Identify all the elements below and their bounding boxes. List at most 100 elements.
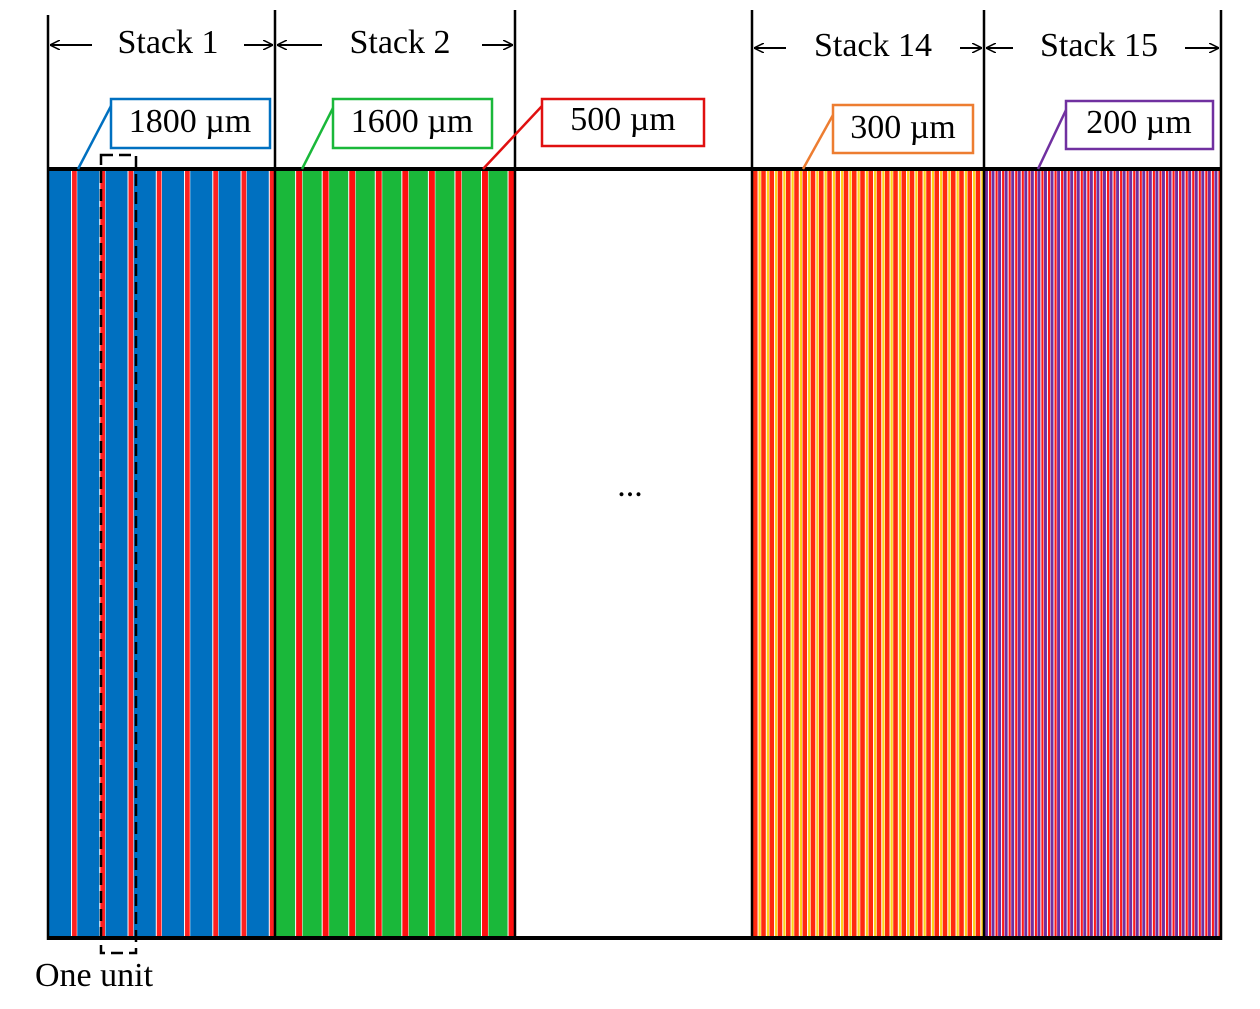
stack-label: Stack 14	[814, 27, 932, 64]
thickness-label: 500 µm	[570, 101, 676, 138]
stripes	[49, 171, 1221, 937]
layer-stripe	[156, 171, 162, 937]
layer-stripe	[276, 171, 296, 937]
layer-stripe	[918, 171, 923, 937]
layer-stripe	[802, 171, 808, 937]
layer-stripe	[241, 171, 247, 937]
layer-stripe	[1057, 171, 1061, 937]
layer-stripe	[1211, 171, 1214, 937]
layer-stripe	[901, 171, 907, 937]
layer-stripe	[382, 171, 402, 937]
layer-stripe	[1165, 171, 1169, 937]
layer-stripe	[1152, 171, 1155, 937]
layer-stripe	[1021, 171, 1024, 937]
stack-label: Stack 15	[1040, 27, 1158, 64]
layer-stripe	[1050, 171, 1054, 937]
layer-stripe	[940, 171, 943, 937]
layer-stripe	[907, 171, 910, 937]
layer-stripe	[885, 171, 890, 937]
layer-stripe	[1139, 171, 1142, 937]
layer-stripe	[1198, 171, 1201, 937]
layer-stripe	[1002, 171, 1005, 937]
layer-stripe	[302, 171, 322, 937]
annotation-boxes	[76, 97, 1215, 170]
layer-stripe	[133, 171, 156, 937]
layer-stripe	[857, 171, 860, 937]
layer-stripe	[1034, 171, 1037, 937]
layer-stripe	[322, 171, 329, 937]
layer-stripe	[1037, 171, 1041, 937]
layer-stripe	[128, 171, 134, 937]
layer-stripe	[985, 171, 988, 937]
layer-stripe	[926, 171, 931, 937]
layer-stripe	[799, 171, 802, 937]
layer-stripe	[1126, 171, 1129, 937]
layer-stripe	[1030, 171, 1034, 937]
layer-stripe	[1133, 171, 1136, 937]
layer-stripe	[769, 171, 775, 937]
layer-stripe	[794, 171, 799, 937]
layer-stripe	[1083, 171, 1087, 937]
layer-stripe	[1192, 171, 1195, 937]
layer-stripe	[1116, 171, 1120, 937]
layer-stripe	[1011, 171, 1015, 937]
thickness-label: 1800 µm	[129, 103, 252, 140]
layer-stripe	[190, 171, 213, 937]
layer-stripe	[1188, 171, 1192, 937]
dividers	[46, 10, 1223, 940]
layer-stripe	[1113, 171, 1116, 937]
thickness-label: 1600 µm	[351, 103, 474, 140]
layer-stripe	[455, 171, 462, 937]
layer-stripe	[893, 171, 898, 937]
layer-stripe	[408, 171, 428, 937]
layer-stripe	[213, 171, 218, 937]
layer-stripe	[482, 171, 488, 937]
layer-stripe	[832, 171, 835, 937]
layer-stripe	[1194, 171, 1198, 937]
layer-stripe	[1155, 171, 1159, 937]
layer-stripe	[1017, 171, 1021, 937]
layer-stripe	[1181, 171, 1185, 937]
layer-stripe	[975, 171, 981, 937]
layer-stripe	[964, 171, 967, 937]
layer-stripe	[991, 171, 995, 937]
layer-stripe	[1041, 171, 1044, 937]
layer-stripe	[1207, 171, 1211, 937]
layer-stripe	[402, 171, 409, 937]
layer-stripe	[1004, 171, 1008, 937]
layer-stripe	[860, 171, 865, 937]
layer-stripe	[1168, 171, 1172, 937]
layer-stripe	[488, 171, 508, 937]
layer-stripe	[810, 171, 816, 937]
layer-stripe	[1201, 171, 1205, 937]
stack-label: Stack 1	[117, 24, 218, 61]
layer-stripe	[909, 171, 915, 937]
layer-stripe	[775, 171, 778, 937]
layer-stripe	[1100, 171, 1103, 937]
layer-stripe	[1067, 171, 1070, 937]
ellipsis: ...	[617, 467, 643, 504]
layer-stripe	[1218, 171, 1221, 937]
layer-stripe	[296, 171, 303, 937]
layer-stripe	[1179, 171, 1182, 937]
dimension-arrows	[50, 45, 1219, 48]
layer-stripe	[508, 171, 515, 937]
layer-stripe	[246, 171, 269, 937]
layer-stripe	[162, 171, 185, 937]
layer-stripe	[981, 171, 984, 937]
layer-stripe	[890, 171, 893, 937]
layer-stripe	[824, 171, 827, 937]
layer-stripe	[1146, 171, 1149, 937]
layer-stripe	[349, 171, 356, 937]
layer-stripe	[72, 171, 77, 937]
layer-stripe	[998, 171, 1002, 937]
layer-stripe	[882, 171, 885, 937]
layer-stripe	[942, 171, 948, 937]
layer-stripe	[1008, 171, 1011, 937]
layer-stripe	[435, 171, 455, 937]
layer-stripe	[375, 171, 382, 937]
layer-stripe	[1205, 171, 1208, 937]
layer-stripe	[849, 171, 852, 937]
layer-stripe	[868, 171, 874, 937]
